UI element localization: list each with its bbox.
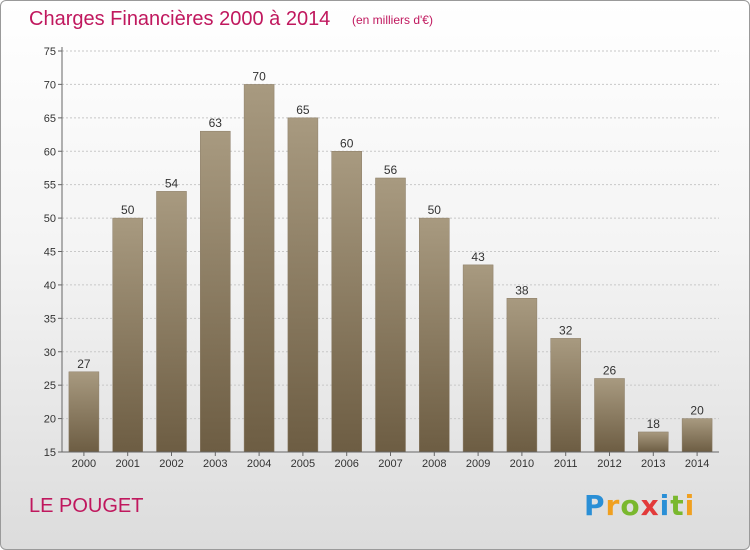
x-tick-label-2007: 2007 [378, 458, 402, 470]
y-tick-label: 15 [44, 447, 56, 459]
data-label-2002: 54 [165, 176, 179, 190]
x-tick-label-2003: 2003 [203, 458, 227, 470]
chart-subtitle: (en milliers d'€) [352, 13, 433, 27]
data-label-2003: 63 [209, 116, 223, 130]
bar-2010 [506, 298, 538, 453]
logo-letter: i [684, 489, 696, 522]
x-tick-label-2008: 2008 [422, 458, 446, 470]
bar-2002 [156, 191, 187, 453]
x-tick-label-2000: 2000 [72, 458, 96, 470]
bar-2008 [419, 217, 450, 453]
data-label-2014: 20 [690, 404, 704, 418]
bar-2014 [681, 418, 713, 453]
x-tick-label-2001: 2001 [115, 458, 139, 470]
bar-2000 [68, 371, 100, 453]
x-tick-label-2013: 2013 [641, 458, 665, 470]
bar-2013 [638, 431, 669, 453]
bar-2006 [331, 151, 362, 453]
data-label-2000: 27 [77, 357, 91, 371]
data-label-2006: 60 [340, 136, 354, 150]
y-tick-label: 55 [44, 180, 56, 192]
data-label-2013: 18 [647, 417, 661, 431]
chart-title: Charges Financières 2000 à 2014 [29, 8, 331, 30]
x-tick-label-2004: 2004 [247, 458, 271, 470]
data-label-2001: 50 [121, 203, 135, 217]
x-tick-label-2002: 2002 [159, 458, 183, 470]
y-tick-label: 50 [44, 213, 56, 225]
y-tick-label: 75 [44, 46, 56, 58]
bar-2007 [375, 177, 406, 453]
data-label-2005: 65 [296, 103, 310, 117]
bar-2009 [462, 264, 494, 453]
logo-letter: r [605, 489, 621, 522]
logo-letter: P [584, 489, 606, 522]
data-label-2010: 38 [515, 283, 529, 297]
logo-letter: x [640, 489, 660, 522]
bar-2003 [200, 130, 231, 453]
x-tick-label-2005: 2005 [291, 458, 315, 470]
data-label-2007: 56 [384, 163, 398, 177]
y-tick-label: 30 [44, 347, 56, 359]
bar-2004 [243, 84, 275, 453]
data-label-2012: 26 [603, 363, 617, 377]
bar-2012 [594, 378, 625, 453]
x-tick-label-2014: 2014 [685, 458, 709, 470]
bar-2005 [287, 117, 319, 453]
proxiti-logo[interactable]: Proxiti [584, 489, 695, 522]
y-tick-label: 65 [44, 113, 56, 125]
x-tick-label-2009: 2009 [466, 458, 490, 470]
axes: 15 20 25 30 35 40 45 50 55 60 65 70 75 2000 2001 2002 20… [44, 46, 719, 470]
data-label-2008: 50 [428, 203, 442, 217]
logo-letter: t [670, 489, 685, 522]
x-tick-label-2006: 2006 [334, 458, 358, 470]
data-label-2004: 70 [252, 69, 266, 83]
y-tick-label: 40 [44, 280, 56, 292]
logo-letter: i [659, 489, 671, 522]
y-tick-label: 45 [44, 247, 56, 259]
bar-2001 [112, 217, 143, 453]
x-tick-label-2010: 2010 [510, 458, 534, 470]
y-tick-label: 35 [44, 313, 56, 325]
bars: 27 50 54 63 70 65 60 56 50 43 38 32 26 18 20 [68, 69, 713, 453]
commune-name: LE POUGET [29, 495, 144, 517]
logo-letter: o [620, 489, 641, 522]
y-tick-label: 25 [44, 380, 56, 392]
data-label-2011: 32 [559, 323, 573, 337]
bar-2011 [550, 338, 581, 453]
x-tick-label-2012: 2012 [597, 458, 621, 470]
x-tick-label-2011: 2011 [554, 458, 578, 470]
y-tick-label: 70 [44, 79, 56, 91]
y-tick-label: 20 [44, 414, 56, 426]
data-label-2009: 43 [471, 250, 485, 264]
y-tick-label: 60 [44, 146, 56, 158]
